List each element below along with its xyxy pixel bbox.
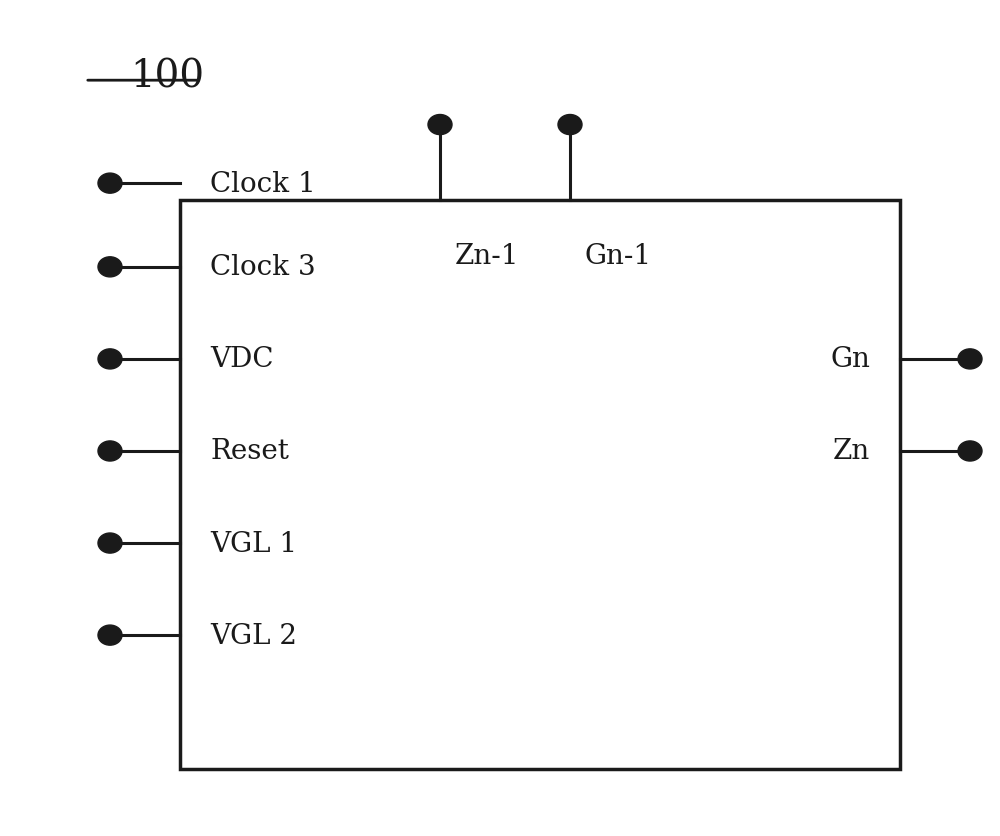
Text: Zn-1: Zn-1 bbox=[455, 242, 520, 269]
Circle shape bbox=[958, 349, 982, 370]
Circle shape bbox=[428, 115, 452, 135]
Text: VDC: VDC bbox=[210, 346, 274, 373]
Text: Gn: Gn bbox=[830, 346, 870, 373]
Bar bbox=[180, 201, 900, 769]
Circle shape bbox=[98, 257, 122, 278]
Circle shape bbox=[558, 115, 582, 135]
Text: Gn-1: Gn-1 bbox=[585, 242, 652, 269]
Text: 100: 100 bbox=[130, 59, 204, 95]
Circle shape bbox=[958, 441, 982, 461]
Text: Zn: Zn bbox=[833, 438, 870, 465]
Text: VGL 2: VGL 2 bbox=[210, 622, 297, 649]
Text: VGL 1: VGL 1 bbox=[210, 530, 297, 557]
Circle shape bbox=[98, 625, 122, 645]
Text: Clock 1: Clock 1 bbox=[210, 171, 316, 197]
Text: Reset: Reset bbox=[210, 438, 289, 465]
Circle shape bbox=[98, 174, 122, 194]
Circle shape bbox=[98, 441, 122, 461]
Circle shape bbox=[98, 349, 122, 370]
Text: Clock 3: Clock 3 bbox=[210, 254, 316, 281]
Circle shape bbox=[98, 533, 122, 553]
